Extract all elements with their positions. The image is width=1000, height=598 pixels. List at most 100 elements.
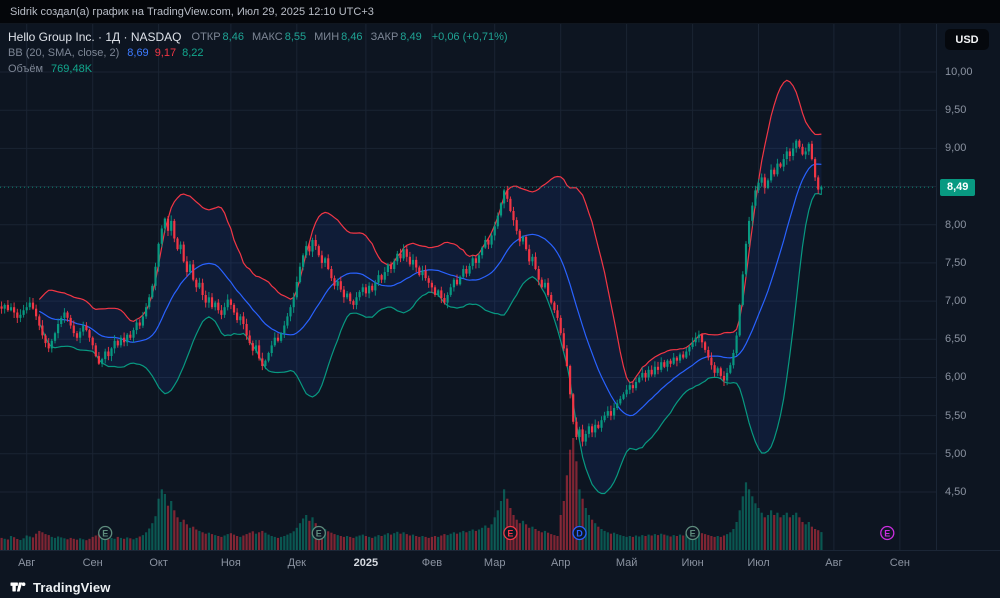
candle <box>751 205 754 221</box>
currency-button[interactable]: USD <box>945 29 989 50</box>
price-tick: 6,50 <box>945 333 967 346</box>
volume-bar <box>760 512 763 550</box>
candle <box>503 190 506 204</box>
volume-bar <box>547 532 550 550</box>
candle <box>358 291 361 298</box>
volume-bar <box>267 534 270 550</box>
volume-bar <box>151 523 154 550</box>
candle <box>339 281 342 290</box>
volume-bar <box>534 529 537 550</box>
volume-bar <box>333 534 336 550</box>
volume-indicator-label[interactable]: Объём <box>8 63 44 75</box>
volume-bar <box>16 539 19 550</box>
candle <box>792 148 795 156</box>
candle <box>107 351 110 357</box>
candle <box>760 177 763 183</box>
candle <box>170 220 173 231</box>
event-badge-e[interactable]: E <box>311 525 326 541</box>
volume-bar <box>41 532 44 550</box>
price-axis[interactable]: 10,009,509,008,508,007,507,006,506,005,5… <box>936 24 1000 550</box>
volume-bar <box>707 535 710 550</box>
candle <box>91 337 94 346</box>
candle <box>509 198 512 211</box>
volume-bar <box>393 533 396 550</box>
candle <box>569 366 572 395</box>
volume-bar <box>521 520 525 550</box>
candle <box>261 358 264 366</box>
volume-bar <box>697 531 700 550</box>
candle <box>154 266 157 286</box>
candle <box>814 159 817 178</box>
event-badge-e[interactable]: E <box>98 525 113 541</box>
candle <box>735 335 738 354</box>
candle <box>773 169 776 175</box>
volume-bar <box>587 515 590 550</box>
bb-indicator-label[interactable]: BB (20, SMA, close, 2) <box>8 47 120 59</box>
volume-bar <box>465 532 468 550</box>
volume-bar <box>405 534 408 550</box>
volume-bar <box>694 530 697 550</box>
candle <box>104 351 107 360</box>
volume-bar <box>217 536 220 550</box>
volume-bar <box>594 523 597 550</box>
volume-bar <box>688 533 691 550</box>
candle <box>726 372 729 381</box>
volume-bar <box>415 536 418 550</box>
volume-bar <box>682 535 685 550</box>
volume-bar <box>754 503 757 550</box>
volume-bar <box>119 537 122 550</box>
volume-bar <box>641 535 644 550</box>
volume-bar <box>503 489 506 550</box>
volume-bar <box>713 536 716 550</box>
candle <box>38 316 41 326</box>
candle <box>333 278 336 286</box>
tradingview-logo-icon[interactable] <box>10 579 26 595</box>
volume-bar <box>638 536 641 550</box>
volume-bar <box>88 538 91 550</box>
volume-bar <box>336 535 339 550</box>
candle <box>600 420 603 428</box>
volume-bar <box>251 531 254 550</box>
candle <box>694 337 697 343</box>
volume-bar <box>94 535 97 550</box>
candle <box>713 365 716 373</box>
volume-bar <box>801 522 804 550</box>
volume-bar <box>383 534 386 550</box>
event-badge-d[interactable]: D <box>572 525 587 541</box>
time-tick: Май <box>615 557 638 569</box>
symbol-title[interactable]: Hello Group Inc. · 1Д · NASDAQ <box>8 30 182 44</box>
volume-bar <box>204 533 207 550</box>
event-badge-e[interactable]: E <box>503 525 518 541</box>
candle <box>719 368 722 376</box>
volume-bar <box>207 532 210 550</box>
candle <box>286 316 289 326</box>
candle <box>525 236 528 250</box>
volume-bar <box>160 489 163 550</box>
volume-bar <box>166 505 170 550</box>
volume-bar <box>239 536 242 550</box>
brand-name[interactable]: TradingView <box>33 579 111 595</box>
volume-bar <box>804 524 807 550</box>
volume-bar <box>276 537 280 550</box>
volume-bar <box>528 527 531 550</box>
event-badge-e[interactable]: E <box>685 525 700 541</box>
volume-bar <box>226 534 229 550</box>
price-tick: 4,50 <box>945 486 967 498</box>
candle <box>722 375 726 381</box>
candle <box>446 295 449 303</box>
event-badge-e[interactable]: E <box>880 525 895 541</box>
candle <box>678 354 682 361</box>
candle <box>283 325 286 334</box>
candle <box>374 282 377 291</box>
candle <box>151 285 154 298</box>
candle <box>63 312 66 318</box>
volume-bar <box>377 535 380 550</box>
candle <box>148 297 151 308</box>
candle <box>79 331 82 338</box>
volume-bar <box>779 517 782 550</box>
time-axis[interactable]: Авг Сен Окт Ноя Дек 2025 Фев Мар Апр Май Июн Июл Авг… <box>0 550 1000 576</box>
volume-bar <box>766 515 770 550</box>
candle <box>50 340 53 349</box>
